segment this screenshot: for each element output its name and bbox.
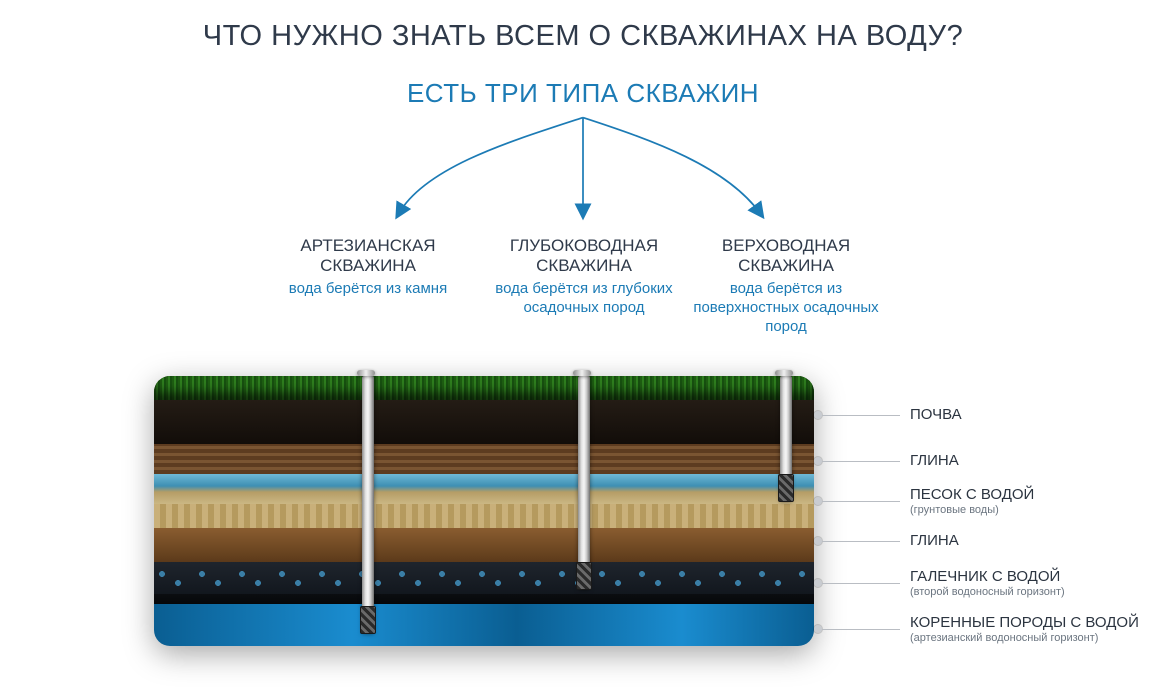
layer-label: ПОЧВА [910,406,962,424]
layer-label-main: КОРЕННЫЕ ПОРОДЫ С ВОДОЙ [910,614,1139,631]
well-type-col-3: ВЕРХОВОДНАЯ СКВАЖИНА вода берётся из пов… [686,236,886,336]
layer-label: ГЛИНА [910,452,959,470]
layer-label-row: ПЕСОК С ВОДОЙ (грунтовые воды) [814,486,1146,516]
layer-label-row: ПОЧВА [814,406,1146,424]
page-subtitle: ЕСТЬ ТРИ ТИПА СКВАЖИН [0,78,1166,109]
layer-label: ПЕСОК С ВОДОЙ (грунтовые воды) [910,486,1034,516]
layer-label: ГЛИНА [910,532,959,550]
layer-clay-1 [154,444,814,474]
layer-label-sub: (артезианский водоносный горизонт) [910,632,1139,644]
well-type-name: ВЕРХОВОДНАЯ СКВАЖИНА [686,236,886,276]
leader-dot-icon [814,579,822,587]
leader-line [822,415,900,416]
well-type-name: АРТЕЗИАНСКАЯ СКВАЖИНА [268,236,468,276]
leader-dot-icon [814,497,822,505]
layer-label: ГАЛЕЧНИК С ВОДОЙ (второй водоносный гори… [910,568,1065,598]
layer-sand-water [154,474,814,504]
layer-label-row: ГАЛЕЧНИК С ВОДОЙ (второй водоносный гори… [814,568,1146,598]
well-type-col-1: АРТЕЗИАНСКАЯ СКВАЖИНА вода берётся из ка… [268,236,468,299]
well-cap [573,370,591,376]
well-deep [578,376,590,590]
well-artesian [362,376,374,634]
leader-line [822,501,900,502]
layer-label: КОРЕННЫЕ ПОРОДЫ С ВОДОЙ (артезианский во… [910,614,1139,644]
layer-label-main: ГАЛЕЧНИК С ВОДОЙ [910,568,1060,585]
layer-label-row: КОРЕННЫЕ ПОРОДЫ С ВОДОЙ (артезианский во… [814,614,1146,644]
well-type-col-2: ГЛУБОКОВОДНАЯ СКВАЖИНА вода берётся из г… [484,236,684,318]
well-type-desc: вода берётся из глубоких осадочных пород [484,280,684,318]
leader-line [822,541,900,542]
layer-label-sub: (грунтовые воды) [910,504,1034,516]
layer-sand [154,504,814,528]
leader-line [822,461,900,462]
layer-gravel-water [154,562,814,594]
arrows-svg [0,115,1166,235]
well-type-desc: вода берётся из камня [268,280,468,299]
layer-bedrock-water [154,604,814,646]
leader-line [822,583,900,584]
page: ЧТО НУЖНО ЗНАТЬ ВСЕМ О СКВАЖИНАХ НА ВОДУ… [0,0,1166,687]
layer-soil [154,400,814,444]
layer-label-row: ГЛИНА [814,532,1146,550]
soil-cross-section [154,376,814,646]
layer-label-main: ПОЧВА [910,406,962,423]
layer-grass [154,376,814,400]
leader-dot-icon [814,411,822,419]
layer-label-main: ГЛИНА [910,532,959,549]
leader-dot-icon [814,537,822,545]
layer-label-sub: (второй водоносный горизонт) [910,586,1065,598]
layer-label-row: ГЛИНА [814,452,1146,470]
layer-label-main: ГЛИНА [910,452,959,469]
well-cap [775,370,793,376]
page-title: ЧТО НУЖНО ЗНАТЬ ВСЕМ О СКВАЖИНАХ НА ВОДУ… [0,20,1166,53]
leader-dot-icon [814,625,822,633]
well-type-desc: вода берётся из поверхностных осадочных … [686,280,886,336]
well-cap [357,370,375,376]
layer-label-main: ПЕСОК С ВОДОЙ [910,486,1034,503]
well-type-name: ГЛУБОКОВОДНАЯ СКВАЖИНА [484,236,684,276]
well-shallow [780,376,792,502]
leader-dot-icon [814,457,822,465]
layer-bedrock-gap [154,594,814,604]
layer-clay-2 [154,528,814,562]
leader-line [822,629,900,630]
